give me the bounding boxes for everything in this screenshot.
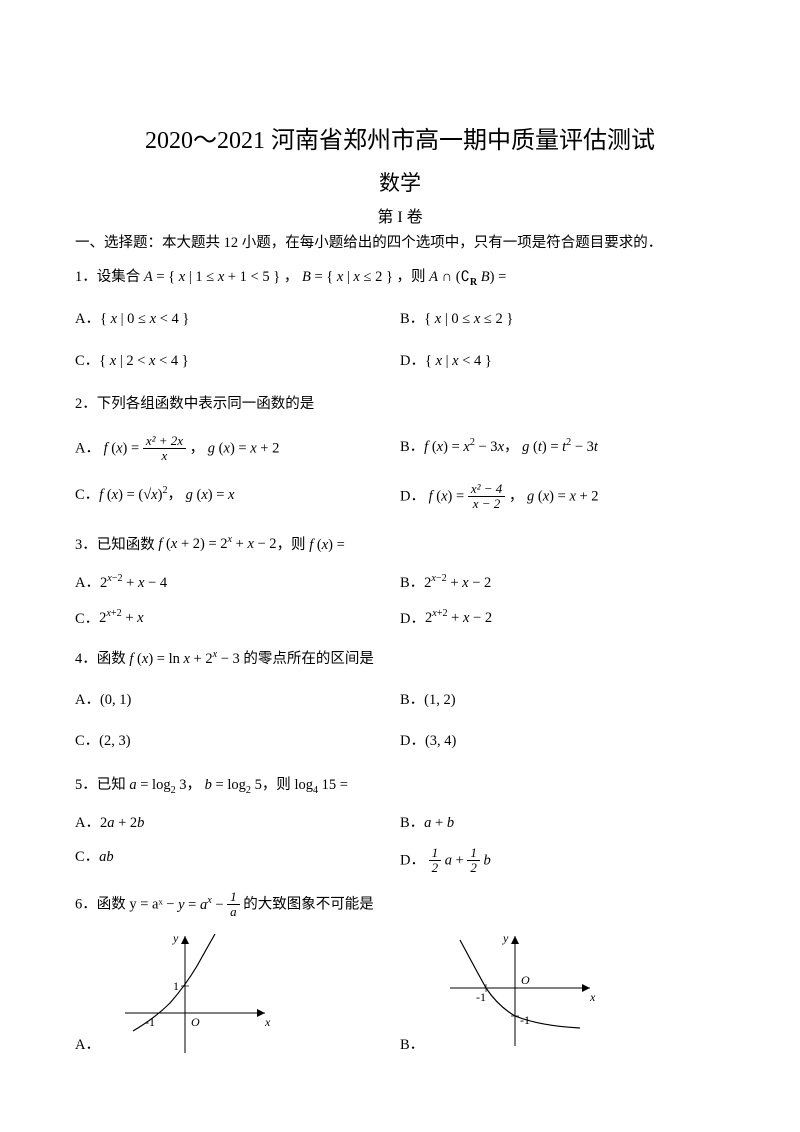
- q1-options: A．{ x | 0 ≤ x < 4 } B．{ x | 0 ≤ x ≤ 2 } …: [75, 299, 725, 383]
- question-1: 1．设集合 A = { x | 1 ≤ x + 1 < 5 } ， B = { …: [75, 265, 725, 291]
- q4-opt-D: D．(3, 4): [400, 721, 725, 763]
- q2-options: A． f (x) = x² + 2xx ， g (x) = x + 2 B．f …: [75, 425, 725, 522]
- svg-text:O: O: [191, 1015, 200, 1029]
- q1-mid: ，: [284, 269, 302, 285]
- q1-expr: A ∩ (∁R B) =: [429, 269, 506, 285]
- q6-img-options: A． x y O -1 1 B．: [75, 928, 725, 1058]
- section-header: 一、选择题：本大题共 12 小题，在每小题给出的四个选项中，只有一项是符合题目要…: [75, 233, 725, 255]
- q4-opt-C: C．(2, 3): [75, 721, 400, 763]
- q2-opt-D: D． f (x) = x² − 4x − 2 ， g (x) = x + 2: [400, 473, 725, 521]
- q4-opt-A: A．(0, 1): [75, 680, 400, 722]
- q1-stem-pre: 1．设集合: [75, 269, 144, 285]
- question-5: 5．已知 a = log2 3， b = log2 5，则 log4 15 =: [75, 773, 725, 799]
- q6-opt-A-label: A．: [75, 1033, 115, 1058]
- q3-opt-D: D．2x+2 + x − 2: [400, 601, 725, 637]
- svg-text:x: x: [589, 990, 596, 1004]
- q6-opt-A: A． x y O -1 1: [75, 928, 400, 1058]
- q1-set-B: B = { x | x ≤ 2 }: [302, 269, 393, 285]
- page-title: 2020～2021 河南省郑州市高一期中质量评估测试: [75, 120, 725, 155]
- q4-options: A．(0, 1) B．(1, 2) C．(2, 3) D．(3, 4): [75, 680, 725, 764]
- svg-text:x: x: [264, 1015, 271, 1029]
- question-6: 6．函数 y = aˣ − y = ax − 1a 的大致图象不可能是: [75, 891, 725, 919]
- exam-page: 2020～2021 河南省郑州市高一期中质量评估测试 数学 第 I 卷 一、选择…: [0, 0, 800, 1098]
- svg-text:y: y: [502, 931, 509, 945]
- q1-post-text: ，则: [397, 269, 430, 285]
- question-2: 2．下列各组函数中表示同一函数的是: [75, 392, 725, 417]
- part-title: 第 I 卷: [75, 203, 725, 227]
- q1-opt-C: C．{ x | 2 < x < 4 }: [75, 341, 400, 383]
- q5-opt-A: A．2a + 2b: [75, 807, 400, 841]
- q6-opt-B: B． x y O -1 -1: [400, 928, 725, 1058]
- q2-opt-B: B．f (x) = x2 − 3x， g (t) = t2 − 3t: [400, 425, 725, 473]
- q3-opt-A: A．2x−2 + x − 4: [75, 565, 400, 601]
- q1-opt-A: A．{ x | 0 ≤ x < 4 }: [75, 299, 400, 341]
- q1-opt-D: D．{ x | x < 4 }: [400, 341, 725, 383]
- question-3: 3．已知函数 f (x + 2) = 2x + x − 2，则 f (x) =: [75, 532, 725, 557]
- svg-text:y: y: [172, 931, 179, 945]
- q5-opt-C: C．ab: [75, 841, 400, 881]
- svg-text:-1: -1: [476, 990, 486, 1004]
- q3-options: A．2x−2 + x − 4 B．2x−2 + x − 2 C．2x+2 + x…: [75, 565, 725, 636]
- q4-opt-B: B．(1, 2): [400, 680, 725, 722]
- svg-text:1: 1: [173, 979, 179, 993]
- q5-opt-B: B．a + b: [400, 807, 725, 841]
- q2-opt-A: A． f (x) = x² + 2xx ， g (x) = x + 2: [75, 425, 400, 473]
- graph-A: x y O -1 1: [115, 928, 275, 1058]
- q1-set-A: A = { x | 1 ≤ x + 1 < 5 }: [144, 269, 280, 285]
- q5-opt-D: D． 12 a + 12 b: [400, 841, 725, 881]
- question-4: 4．函数 f (x) = ln x + 2x − 3 的零点所在的区间是: [75, 646, 725, 671]
- svg-text:O: O: [521, 973, 530, 987]
- subject-title: 数学: [75, 167, 725, 197]
- q2-opt-C: C．f (x) = (√x)2， g (x) = x: [75, 473, 400, 521]
- q6-opt-B-label: B．: [400, 1033, 440, 1058]
- q3-opt-B: B．2x−2 + x − 2: [400, 565, 725, 601]
- q1-opt-B: B．{ x | 0 ≤ x ≤ 2 }: [400, 299, 725, 341]
- graph-B: x y O -1 -1: [440, 928, 600, 1058]
- q5-options: A．2a + 2b B．a + b C．ab D． 12 a + 12 b: [75, 807, 725, 881]
- q3-opt-C: C．2x+2 + x: [75, 601, 400, 637]
